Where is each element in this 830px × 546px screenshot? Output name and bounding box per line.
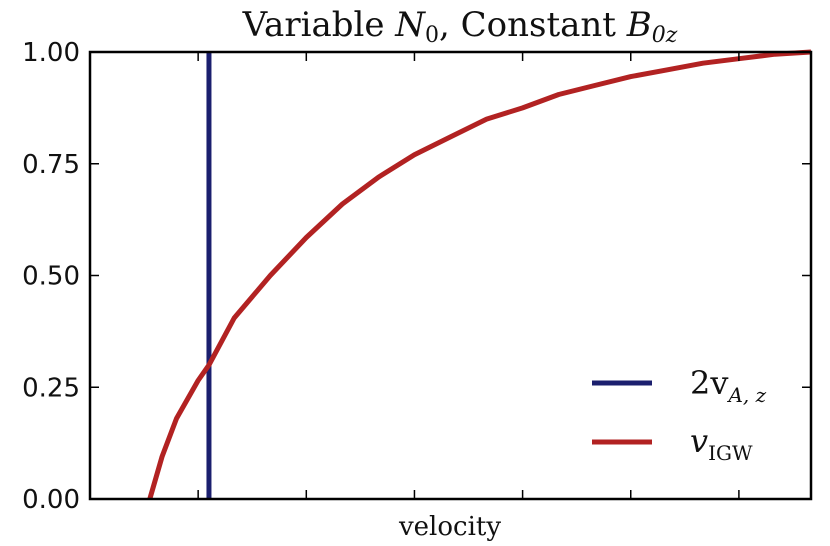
title-prefix: Variable: [242, 5, 396, 45]
y-tick-label: 0.50: [22, 262, 80, 292]
legend-label-vline: 2vA, z: [690, 364, 767, 407]
y-tick-label: 1.00: [22, 38, 80, 68]
legend-label-curve-sub: IGW: [708, 441, 753, 465]
series-line-curve: [147, 49, 812, 500]
title-middle: , Constant: [439, 5, 627, 45]
x-axis-label: velocity: [398, 512, 501, 542]
y-tick-label: 0.00: [22, 485, 80, 515]
y-tick-label: 0.25: [22, 373, 80, 403]
title-var2: B: [626, 5, 652, 45]
legend: 2vA, z vIGW: [592, 364, 767, 465]
title-var1: N: [394, 5, 426, 45]
legend-label-vline-main: 2v: [690, 364, 728, 402]
legend-label-vline-sub: A, z: [726, 383, 766, 407]
chart-title: Variable N0, Constant B0z: [242, 5, 678, 48]
legend-label-curve-main: v: [690, 422, 708, 460]
plot-frame: [88, 50, 813, 501]
title-var1-sub: 0: [425, 23, 439, 48]
title-var2-sub: 0z: [652, 23, 678, 48]
legend-label-curve: vIGW: [690, 422, 753, 465]
y-tick-label: 0.75: [22, 150, 80, 180]
plot-lines: [147, 49, 812, 500]
